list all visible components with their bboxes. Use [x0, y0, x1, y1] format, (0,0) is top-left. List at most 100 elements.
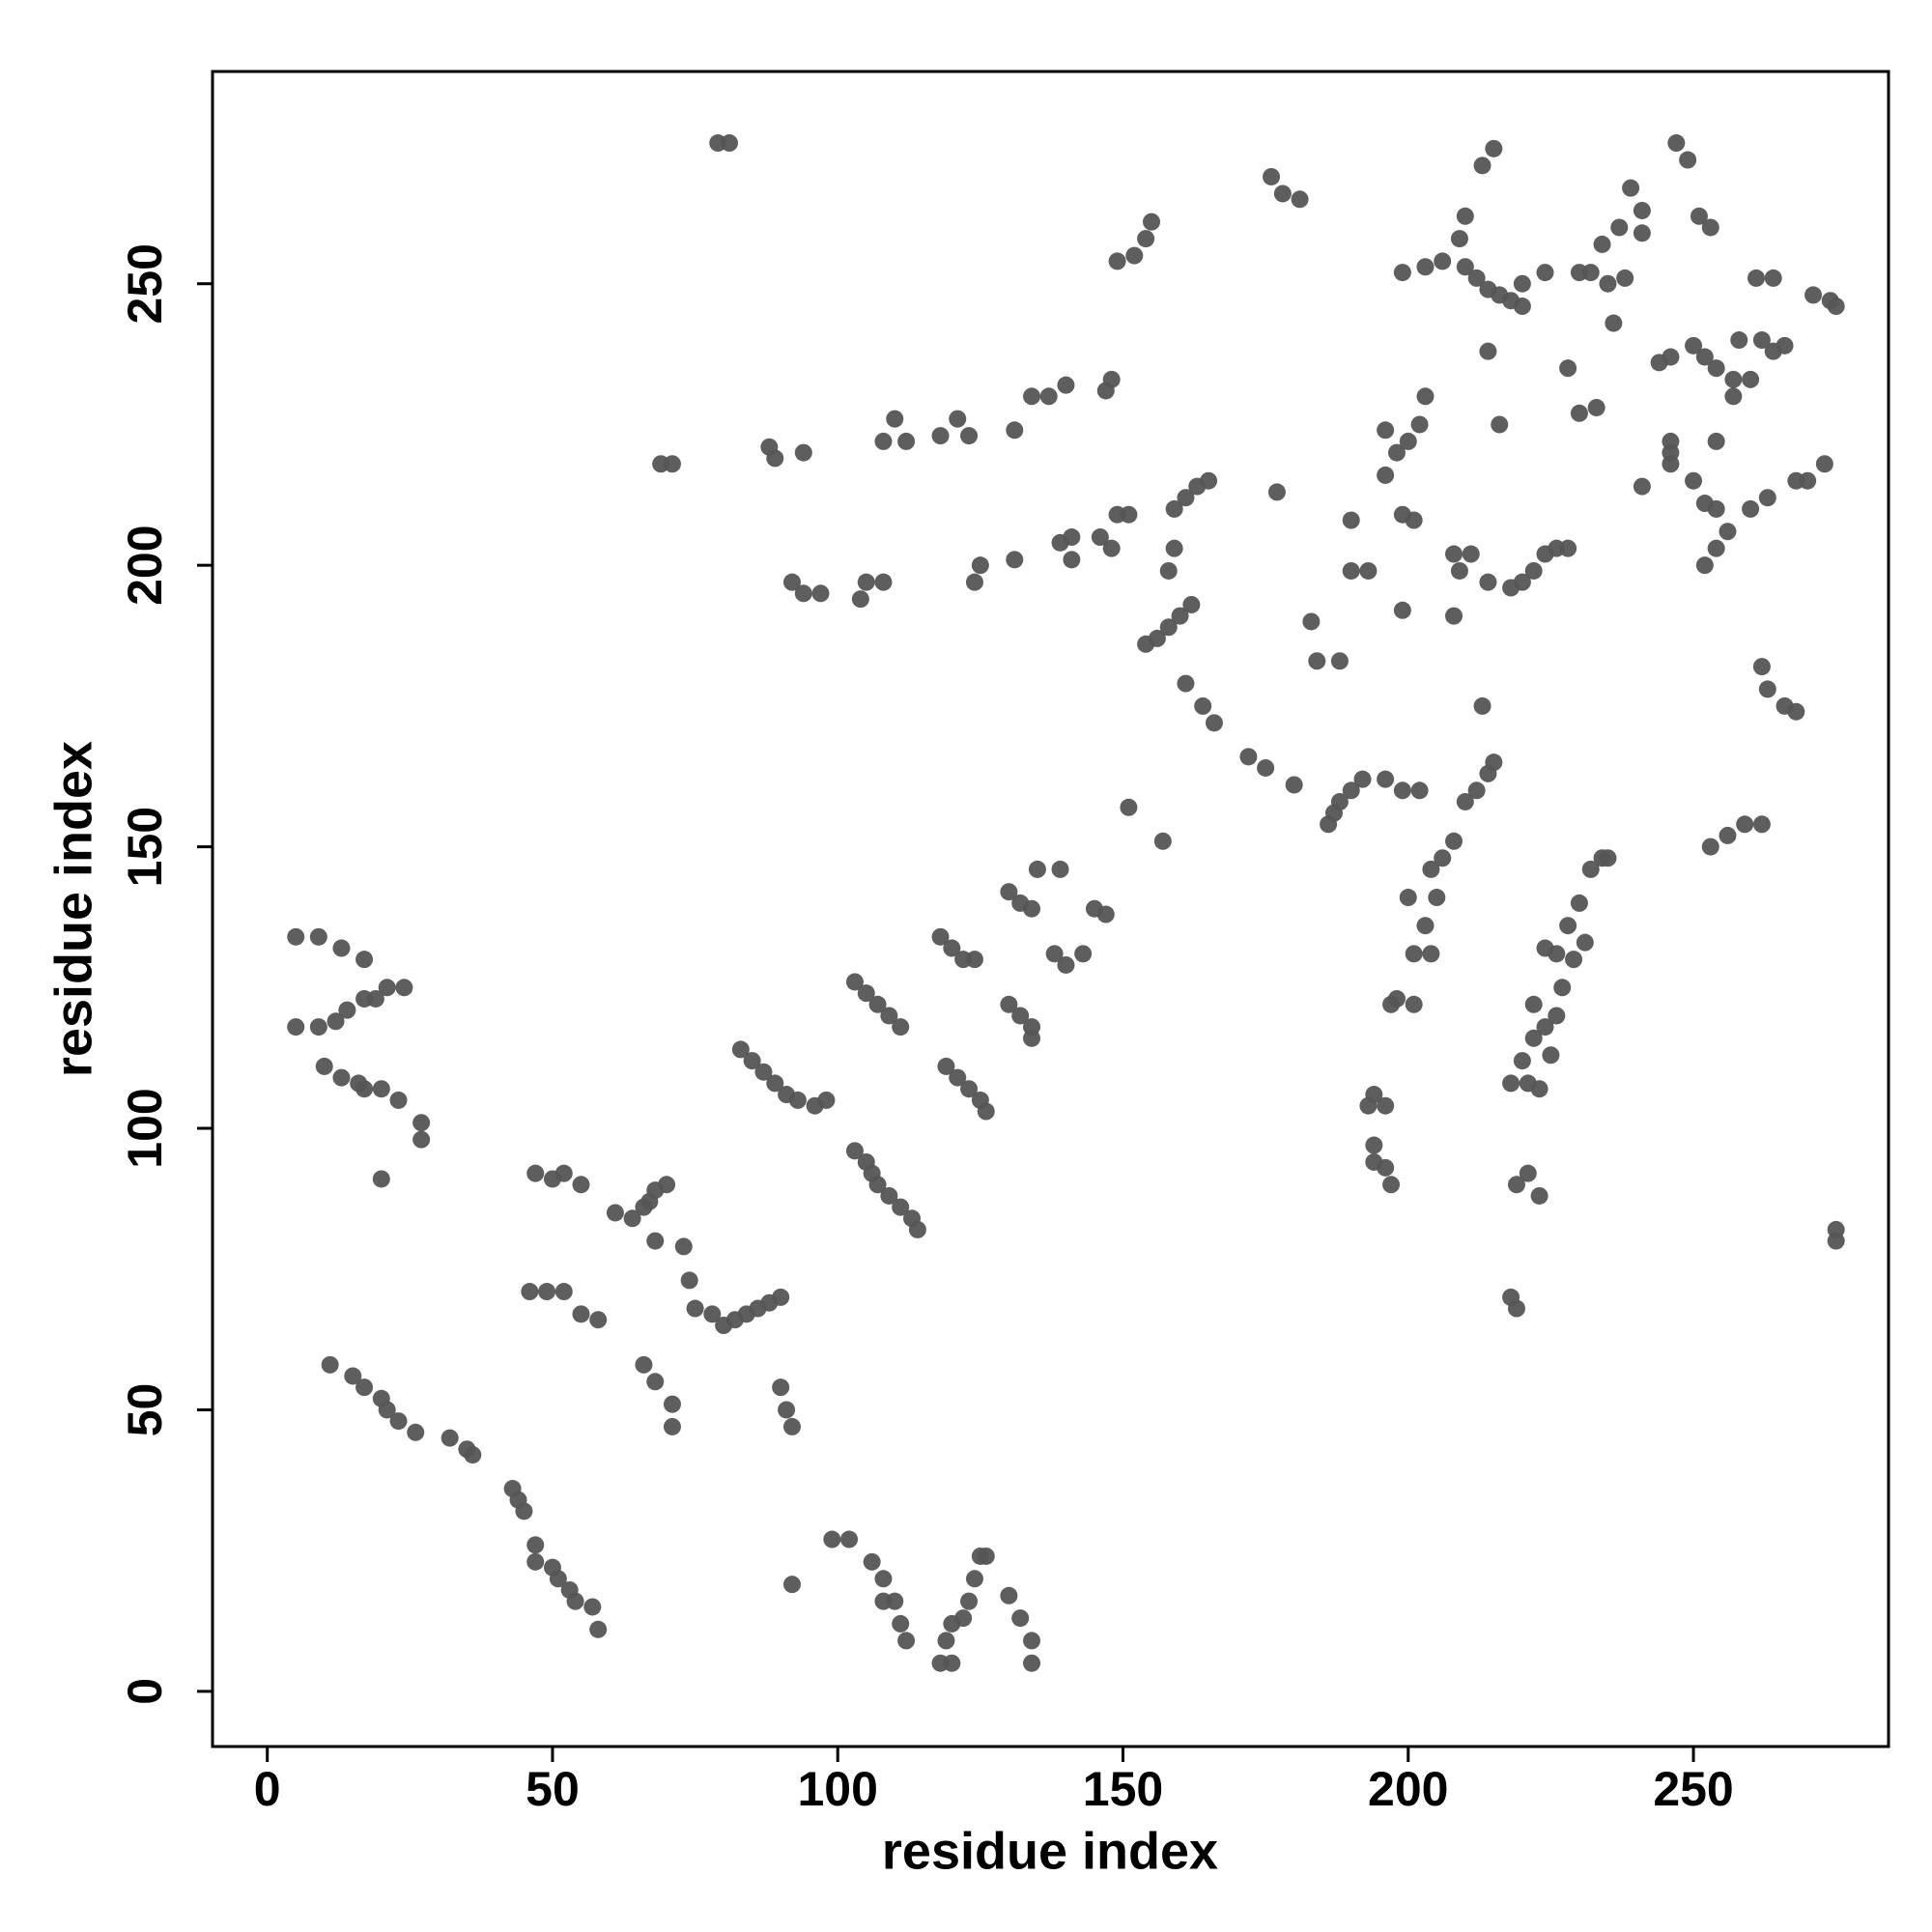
point — [686, 1299, 704, 1318]
point — [1171, 607, 1189, 625]
point — [943, 939, 961, 957]
point — [772, 1378, 790, 1397]
point — [549, 1570, 567, 1588]
point — [1416, 387, 1435, 406]
point — [355, 1378, 374, 1397]
point — [1285, 776, 1303, 794]
point — [863, 1552, 881, 1571]
point — [754, 1063, 773, 1081]
point — [782, 573, 801, 591]
point — [857, 984, 875, 1003]
point — [1045, 945, 1064, 963]
point — [1023, 1632, 1041, 1650]
point — [1530, 1186, 1548, 1205]
point — [892, 1614, 910, 1633]
point — [1570, 894, 1588, 912]
point — [931, 427, 950, 445]
point — [965, 951, 983, 969]
point — [1023, 1654, 1041, 1672]
point — [782, 1576, 801, 1594]
point — [897, 432, 916, 450]
point — [1742, 499, 1760, 518]
point — [366, 989, 384, 1008]
point — [1804, 286, 1823, 304]
point — [1462, 545, 1480, 563]
point — [965, 573, 983, 591]
point — [1102, 370, 1121, 388]
point — [1553, 979, 1572, 997]
point — [874, 573, 893, 591]
point — [1616, 269, 1634, 287]
point — [1399, 432, 1417, 450]
point — [1377, 1096, 1395, 1115]
point — [1239, 748, 1258, 766]
point — [868, 995, 887, 1013]
y-axis-label: residue index — [44, 741, 102, 1077]
point — [663, 1417, 681, 1435]
point — [1006, 551, 1024, 569]
point — [1542, 1046, 1560, 1065]
point — [1827, 1220, 1845, 1238]
point — [960, 427, 979, 445]
point — [1764, 269, 1782, 287]
point — [1633, 477, 1651, 496]
point — [892, 1198, 910, 1216]
point — [1205, 714, 1223, 732]
point — [857, 573, 875, 591]
point — [1548, 1007, 1566, 1025]
point — [1120, 798, 1138, 816]
point — [526, 1536, 545, 1554]
point — [674, 1237, 693, 1256]
point — [1524, 995, 1543, 1013]
point — [309, 927, 327, 946]
point — [521, 1283, 539, 1301]
point — [1434, 849, 1452, 867]
point — [1257, 758, 1275, 777]
point — [1011, 1609, 1030, 1628]
point — [977, 1102, 995, 1121]
point — [1690, 207, 1708, 225]
point — [412, 1114, 431, 1132]
point — [635, 1355, 653, 1374]
point — [971, 556, 989, 575]
point — [960, 1080, 979, 1098]
point — [1752, 815, 1771, 834]
point — [589, 1620, 608, 1638]
point — [344, 1367, 362, 1385]
point — [1799, 471, 1817, 490]
point — [680, 1271, 698, 1290]
point — [1302, 612, 1321, 631]
point — [1730, 331, 1748, 350]
point — [766, 1074, 784, 1093]
point — [1393, 601, 1411, 619]
point — [1559, 917, 1577, 935]
point — [554, 1283, 573, 1301]
point — [1377, 770, 1395, 788]
point — [1353, 770, 1372, 788]
point — [782, 1417, 801, 1435]
point — [1387, 443, 1406, 462]
point — [1559, 359, 1577, 378]
point — [1701, 218, 1719, 237]
point — [1267, 483, 1286, 501]
point — [338, 1001, 356, 1019]
point — [1467, 781, 1486, 800]
point — [1719, 826, 1737, 844]
point — [1450, 561, 1468, 580]
point — [943, 1654, 961, 1672]
point — [937, 1632, 955, 1650]
point — [1028, 860, 1046, 878]
point — [1752, 331, 1771, 350]
x-tick-label: 200 — [1368, 1762, 1448, 1816]
point — [1815, 455, 1833, 473]
y-tick-label: 250 — [118, 243, 172, 324]
point — [1428, 889, 1446, 907]
point — [1194, 696, 1212, 715]
x-tick-label: 100 — [798, 1762, 878, 1816]
point — [1581, 264, 1600, 282]
point — [1752, 658, 1771, 676]
point — [743, 1052, 761, 1070]
plot-frame — [211, 70, 1890, 1748]
point — [1057, 955, 1075, 974]
point — [1610, 218, 1629, 237]
